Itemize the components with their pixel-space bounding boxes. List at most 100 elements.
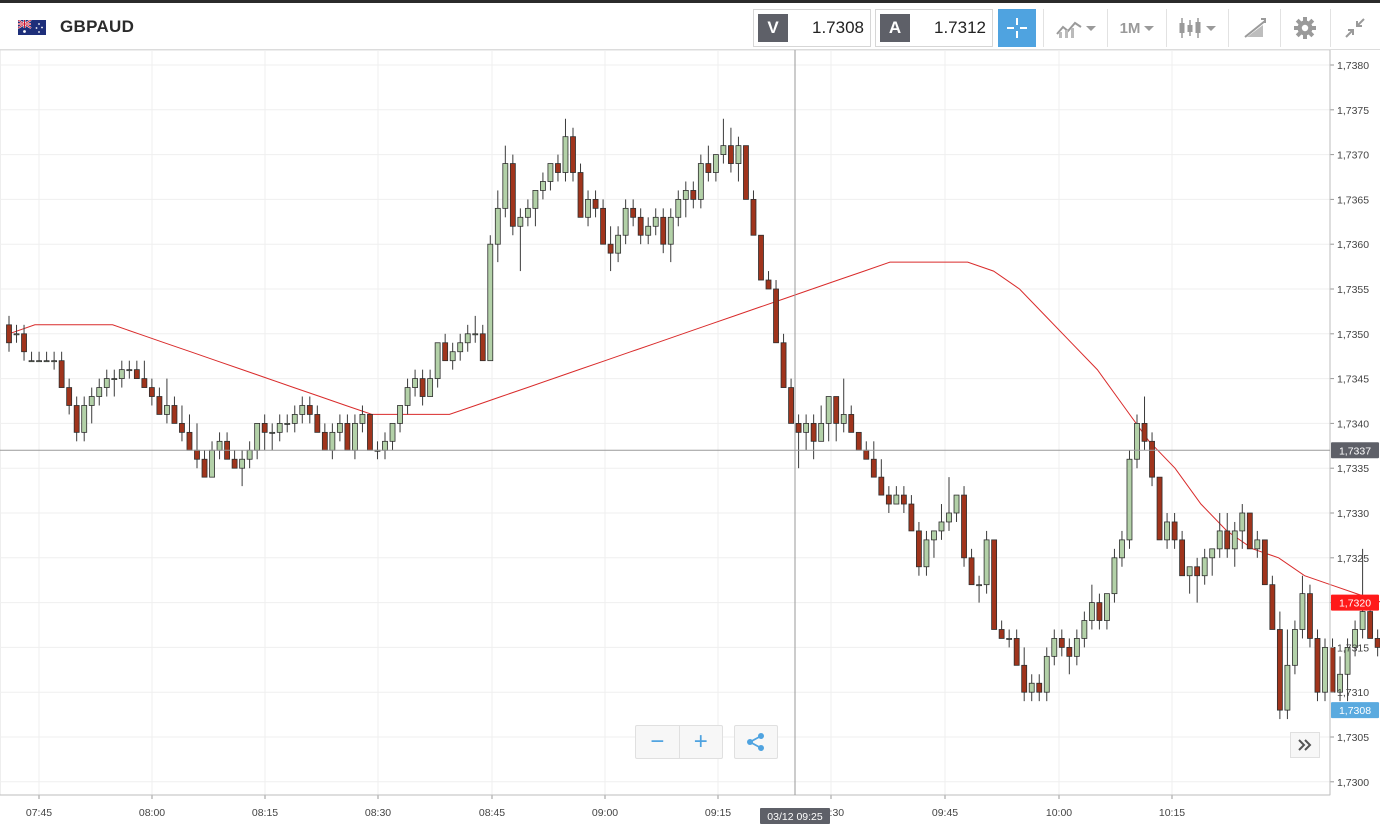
candle [607,226,614,272]
candle-body-up [938,521,945,532]
candle-body-up [923,539,930,568]
candle [848,405,855,433]
candle [73,396,80,442]
candle [1254,530,1261,558]
y-tick-label: 1,7370 [1337,150,1369,162]
candle-body-up [88,396,95,406]
candle-body-up [1104,593,1110,621]
candle [171,396,178,424]
double-chevron-right-icon [1298,739,1312,751]
candle [690,181,697,209]
share-button[interactable] [734,725,778,759]
candle-body-up [329,431,336,451]
candle-body-down [600,207,606,245]
toolbar-divider [1330,9,1331,47]
candle-body-down [780,342,787,388]
candle-body-up [246,449,253,460]
price-chart[interactable]: 1,7380 1,7375 1,7370 1,7365 1,7360 1,7355 1,73… [0,50,1380,827]
candle [743,145,749,200]
candle-body-up [818,422,825,442]
candle-body-down [1276,629,1283,711]
y-tick-label: 1,7345 [1337,374,1369,386]
candle-body-up [524,207,531,218]
candle [118,360,125,388]
candle [1201,548,1208,585]
candle [840,378,847,433]
bid-quote[interactable]: V 1.7308 [753,9,871,47]
gb-au-flag-icon [18,20,46,35]
candlestick-icon [1179,18,1201,38]
candle [359,405,366,433]
y-tick-label: 1,7360 [1337,239,1369,251]
candle [43,351,50,363]
candle-body-down [141,378,148,388]
zoom-out-button[interactable]: − [650,728,665,755]
candle-body-up [1006,638,1013,640]
candle-body-up [239,458,246,469]
candle [1119,530,1125,567]
x-tick-label: 08:45 [479,807,505,819]
candle-body-down [133,369,140,380]
candle-body-up [457,342,464,353]
x-tick-label: 08:00 [139,807,165,819]
candle [1043,647,1050,702]
candle-body-up [562,136,569,173]
bid-value: 1.7308 [812,18,864,37]
candle-body-down [1261,539,1268,586]
candle [306,396,313,424]
scroll-right-button[interactable] [1290,732,1320,758]
candle [524,199,531,227]
candle-body-down [1021,664,1028,693]
collapse-button[interactable] [1335,9,1375,47]
candle [1036,674,1043,702]
candle-body-up [1028,682,1035,693]
timeframe-button[interactable]: 1M [1112,9,1162,47]
candle-body-down [66,387,73,406]
candle-body-down [1329,647,1336,693]
toolbar-divider [1166,9,1167,47]
candle [442,333,449,362]
zoom-divider [678,725,680,759]
ask-quote[interactable]: A 1.7312 [875,9,993,47]
settings-button[interactable] [1285,9,1325,47]
x-tick-label: 07:45 [26,807,52,819]
chevron-down-icon [1086,25,1096,31]
candle-body-down [863,449,870,460]
candle-body-down [261,422,268,433]
candle-body-up [291,414,298,424]
candle-body-down [1058,638,1065,648]
candle-body-up [352,422,358,451]
candle-body-down [201,458,208,478]
candle-body-up [28,360,35,363]
candle-body-down [344,422,351,451]
crosshair-button[interactable] [998,9,1036,47]
candle [1028,674,1035,702]
y-tick-label: 1,7305 [1337,732,1369,744]
candle-body-up [382,440,388,451]
candle-body-down [171,405,178,424]
candle [1307,584,1313,648]
candle-style-button[interactable] [1171,9,1223,47]
candle [1051,629,1058,666]
drawing-tools-button[interactable] [1235,9,1275,47]
candle-body-down [6,324,12,344]
candle [389,422,396,451]
zoom-in-button[interactable]: + [693,728,708,755]
chart-type-button[interactable] [1050,9,1102,47]
candle-body-down [321,431,328,451]
candle [630,199,637,227]
candle-body-down [231,458,238,469]
candle-body-up [953,494,960,514]
candle [1359,548,1366,639]
candle [946,477,952,531]
candle [201,450,208,478]
candle-body-down [765,279,772,290]
last-price-label-bg [1331,702,1379,719]
toolbar-divider [1280,9,1281,47]
candle-body-down [592,198,599,209]
candle [953,494,960,522]
candle-body-down [179,422,185,433]
ask-label: A [880,14,910,42]
candle [976,575,982,603]
candle [1058,629,1065,657]
